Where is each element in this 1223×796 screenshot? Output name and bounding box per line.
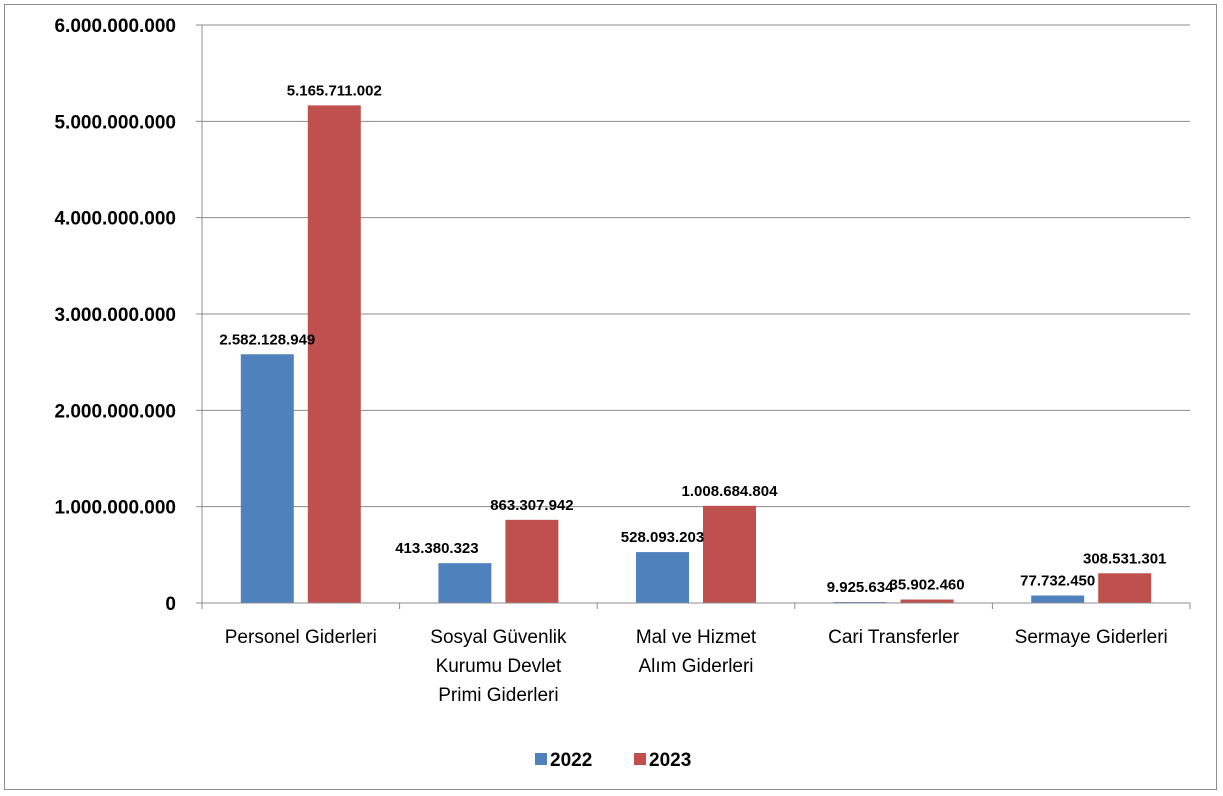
bar-2023-3 <box>900 599 954 603</box>
data-label-2023-2: 1.008.684.804 <box>682 483 779 500</box>
category-label: Alım Giderleri <box>638 656 753 677</box>
category-label: Sermaye Giderleri <box>1015 627 1168 648</box>
category-label: Personel Giderleri <box>225 627 377 648</box>
data-label-2022-1: 413.380.323 <box>395 540 478 557</box>
data-label-2022-2: 528.093.203 <box>621 529 704 546</box>
bar-2023-0 <box>307 105 361 603</box>
y-tick-label: 5.000.000.000 <box>54 112 176 133</box>
legend-label-2022: 2022 <box>550 750 592 771</box>
data-label-2022-4: 77.732.450 <box>1020 573 1095 590</box>
bar-2022-0 <box>240 354 294 603</box>
y-tick-label: 0 <box>165 594 176 615</box>
y-tick-label: 3.000.000.000 <box>54 305 176 326</box>
category-label: Cari Transferler <box>828 627 960 648</box>
legend-label-2023: 2023 <box>649 750 691 771</box>
y-tick-label: 2.000.000.000 <box>54 401 176 422</box>
chart-frame <box>4 4 1217 790</box>
axes <box>201 25 1191 609</box>
bar-2023-1 <box>505 519 559 603</box>
legend-swatch-2023 <box>634 753 646 765</box>
gridlines <box>202 24 1190 508</box>
bars <box>240 105 1152 603</box>
category-labels: Personel Giderleri Sosyal Güvenlik Kurumu … <box>225 627 1168 706</box>
category-label: Mal ve Hizmet <box>636 627 757 648</box>
category-label: Primi Giderleri <box>438 685 558 706</box>
bar-2023-4 <box>1098 573 1152 603</box>
category-label: Kurumu Devlet <box>436 656 562 677</box>
y-tick-label: 1.000.000.000 <box>54 498 176 519</box>
y-tick-label: 6.000.000.000 <box>54 16 176 37</box>
data-label-2023-0: 5.165.711.002 <box>287 82 382 99</box>
y-axis-ticks: 0 1.000.000.000 2.000.000.000 3.000.000.000… <box>54 16 202 615</box>
bar-2022-1 <box>438 563 492 603</box>
y-tick-label: 4.000.000.000 <box>54 209 176 230</box>
data-label-2022-0: 2.582.128.949 <box>219 331 315 348</box>
legend: 2022 2023 <box>535 750 691 771</box>
bar-2022-4 <box>1031 595 1085 603</box>
bar-2022-2 <box>636 552 689 603</box>
data-labels: 2.582.128.949 413.380.323 528.093.203 9.925… <box>219 82 1166 596</box>
bar-2023-2 <box>703 505 756 603</box>
data-label-2023-1: 863.307.942 <box>490 497 573 514</box>
data-label-2023-4: 308.531.301 <box>1083 550 1166 567</box>
legend-swatch-2022 <box>535 753 547 765</box>
data-label-2023-3: 35.902.460 <box>890 577 965 594</box>
data-label-2022-3: 9.925.634 <box>827 579 894 596</box>
category-label: Sosyal Güvenlik <box>430 627 567 648</box>
